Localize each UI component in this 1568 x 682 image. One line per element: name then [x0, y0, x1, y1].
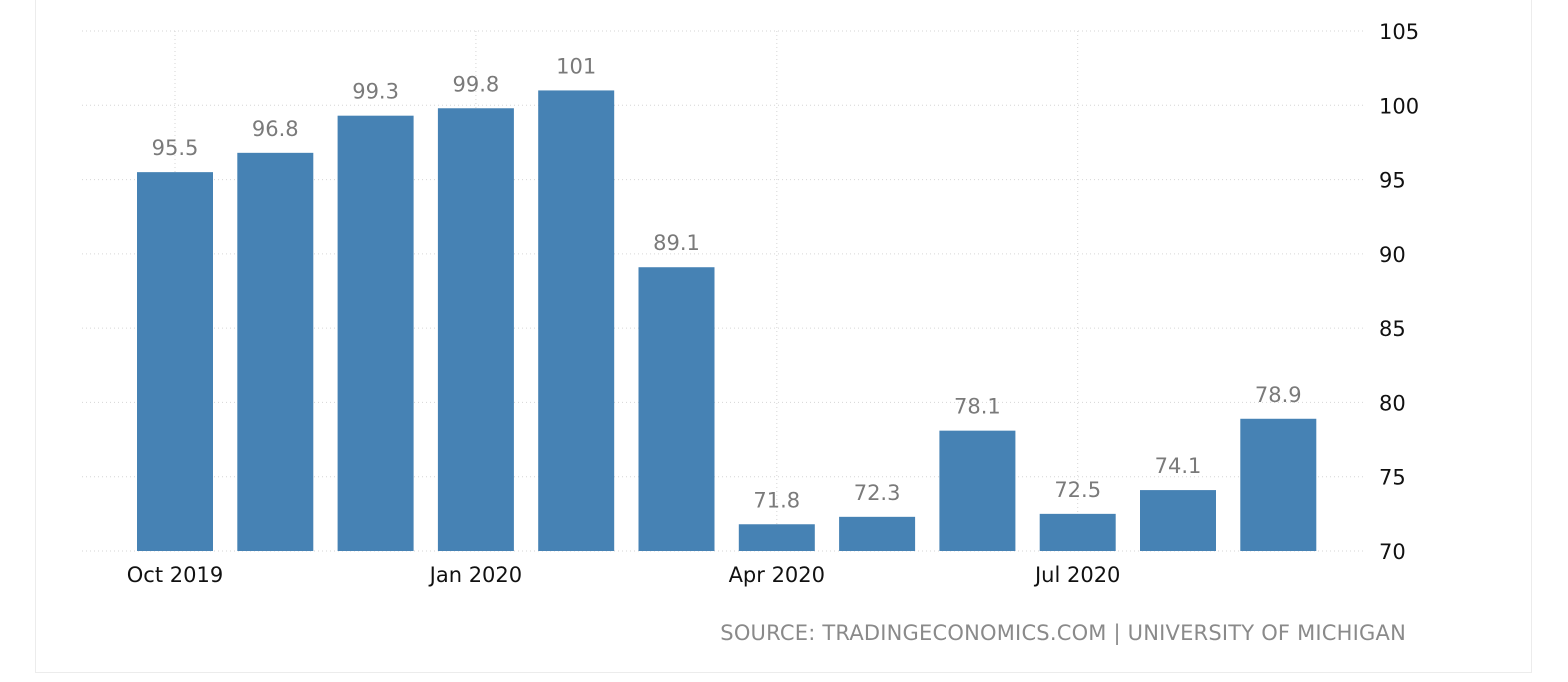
bar: [437, 108, 514, 551]
bar: [939, 430, 1016, 551]
bar-value-label: 78.9: [1255, 383, 1302, 407]
y-tick-label: 90: [1379, 243, 1406, 267]
bars: [137, 90, 1317, 552]
bar-value-label: 71.8: [753, 488, 800, 512]
bar-value-label: 89.1: [653, 231, 700, 255]
x-tick-label: Apr 2020: [729, 563, 825, 587]
bar: [738, 524, 815, 551]
bar-value-label: 96.8: [252, 117, 299, 141]
bar: [1240, 418, 1317, 551]
bar: [1140, 490, 1216, 551]
y-tick-label: 70: [1379, 540, 1406, 564]
bar-value-label: 72.3: [854, 481, 901, 505]
x-axis: Oct 2019 Jan 2020 Apr 2020 Jul 2020: [127, 563, 1121, 587]
bar-value-label: 72.5: [1054, 478, 1101, 502]
bar-value-label: 99.8: [453, 72, 500, 96]
bar: [337, 115, 414, 551]
bar: [137, 172, 213, 551]
y-tick-label: 95: [1379, 169, 1406, 193]
y-tick-label: 85: [1379, 317, 1406, 341]
bar: [638, 267, 715, 551]
bar-value-label: 78.1: [954, 395, 1001, 419]
y-tick-label: 105: [1379, 20, 1419, 44]
bar: [1039, 513, 1116, 551]
bar: [237, 152, 314, 552]
x-tick-label: Oct 2019: [127, 563, 223, 587]
bar-value-label: 101: [556, 54, 596, 78]
y-tick-label: 100: [1379, 94, 1419, 118]
bar: [839, 516, 916, 551]
bar: [538, 90, 615, 551]
y-tick-label: 75: [1379, 466, 1406, 490]
y-axis: 70 75 80 85 90 95 100 105: [1379, 20, 1419, 564]
value-labels: 95.5 96.8 99.3 99.8 101 89.1 71.8 72.3 78.1 72.5 7…: [152, 54, 1302, 512]
source-note: SOURCE: TRADINGECONOMICS.COM | UNIVERSIT…: [720, 621, 1406, 645]
bar-value-label: 95.5: [152, 136, 199, 160]
x-tick-label: Jul 2020: [1033, 563, 1120, 587]
bar-value-label: 74.1: [1155, 454, 1202, 478]
x-tick-label: Jan 2020: [428, 563, 523, 587]
bar-value-label: 99.3: [352, 80, 399, 104]
y-tick-label: 80: [1379, 391, 1406, 415]
